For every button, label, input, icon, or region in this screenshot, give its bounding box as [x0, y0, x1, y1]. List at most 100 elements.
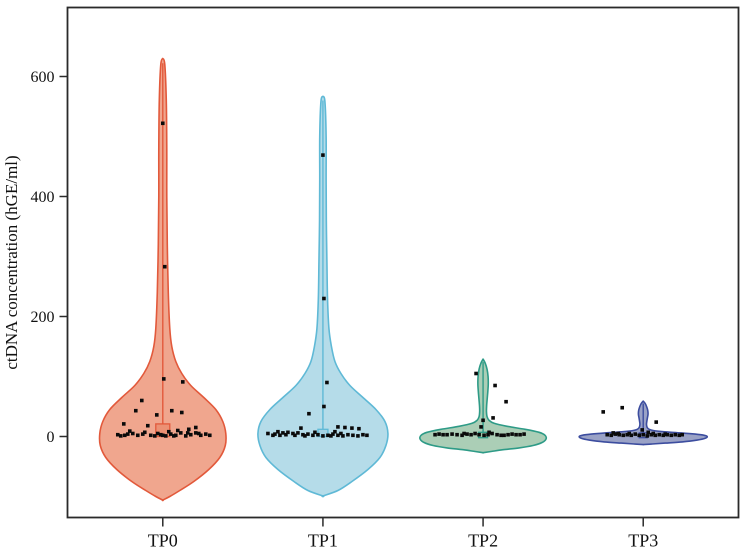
y-tick-label: 0 [47, 429, 55, 446]
scatter-point-tp0 [163, 434, 168, 438]
scatter-point-tp1 [307, 411, 311, 416]
scatter-point-tp0 [162, 264, 167, 269]
scatter-point-tp3 [653, 433, 658, 438]
scatter-point-tp0 [185, 431, 190, 435]
scatter-point-tp1 [281, 431, 285, 435]
scatter-point-tp1 [271, 433, 275, 438]
scatter-point-tp1 [356, 434, 360, 438]
scatter-point-tp1 [341, 434, 345, 438]
scatter-point-tp1 [339, 431, 343, 436]
scatter-point-tp0 [166, 429, 171, 434]
scatter-point-tp3 [640, 428, 645, 432]
scatter-point-tp3 [673, 432, 678, 437]
scatter-point-tp0 [168, 432, 173, 436]
scatter-point-tp2 [473, 431, 477, 436]
scatter-point-tp3 [620, 405, 625, 410]
scatter-point-tp0 [130, 431, 135, 436]
scatter-point-tp0 [198, 433, 203, 438]
scatter-point-tp0 [140, 432, 145, 436]
scatter-point-tp3 [646, 430, 651, 435]
scatter-point-tp0 [178, 431, 183, 435]
scatter-point-tp0 [180, 380, 185, 384]
scatter-point-tp2 [455, 432, 459, 437]
scatter-point-tp0 [160, 121, 165, 126]
scatter-point-tp0 [160, 433, 165, 438]
scatter-point-tp3 [625, 432, 630, 437]
scatter-point-tp1 [346, 432, 350, 437]
scatter-point-tp3 [651, 431, 656, 436]
scatter-point-tp2 [462, 431, 466, 436]
scatter-point-tp3 [649, 432, 654, 437]
scatter-point-tp1 [365, 433, 369, 438]
scatter-point-tp2 [502, 433, 506, 438]
scatter-point-tp2 [450, 432, 454, 436]
scatter-point-tp0 [158, 432, 163, 437]
scatter-point-tp2 [518, 432, 522, 437]
scatter-point-tp1 [343, 425, 347, 430]
scatter-point-tp1 [326, 433, 330, 438]
y-tick-label: 400 [31, 189, 55, 206]
scatter-point-tp0 [193, 425, 198, 430]
scatter-point-tp3 [633, 432, 638, 436]
y-tick-label: 600 [31, 69, 55, 86]
scatter-point-tp3 [645, 434, 650, 438]
scatter-point-tp0 [122, 433, 127, 438]
scatter-point-tp1 [296, 431, 300, 435]
scatter-point-tp1 [306, 432, 310, 436]
scatter-point-tp0 [139, 398, 144, 403]
scatter-point-tp0 [154, 413, 159, 417]
scatter-point-tp3 [629, 433, 634, 438]
scatter-point-tp0 [173, 433, 178, 438]
scatter-point-tp2 [482, 433, 486, 438]
scatter-point-tp1 [357, 426, 361, 431]
scatter-point-tp0 [175, 428, 180, 433]
scatter-point-tp0 [203, 432, 208, 436]
x-tick-label-tp3: TP3 [628, 531, 658, 551]
x-tick-label-tp0: TP0 [148, 531, 178, 551]
scatter-point-tp3 [680, 432, 685, 437]
x-tick-label-tp2: TP2 [468, 531, 498, 551]
scatter-point-tp2 [433, 432, 437, 437]
scatter-point-tp0 [169, 408, 174, 413]
scatter-point-tp0 [188, 432, 193, 437]
scatter-point-tp1 [301, 432, 305, 437]
x-tick-label-tp1: TP1 [308, 531, 338, 551]
scatter-point-tp0 [196, 431, 201, 436]
scatter-point-tp1 [291, 431, 295, 436]
scatter-point-tp3 [616, 431, 621, 436]
plot-frame [66, 6, 740, 519]
scatter-point-tp0 [171, 434, 176, 438]
scatter-point-tp1 [286, 430, 290, 435]
scatter-point-tp2 [495, 432, 499, 437]
scatter-point-tp3 [627, 431, 632, 436]
scatter-point-tp0 [133, 408, 138, 413]
scatter-point-tp0 [142, 430, 147, 435]
scatter-point-tp3 [669, 433, 674, 438]
scatter-point-tp2 [465, 432, 469, 436]
scatter-point-tp2 [481, 418, 485, 423]
scatter-point-tp1 [336, 425, 340, 429]
scatter-point-tp3 [665, 432, 670, 437]
scatter-point-tp1 [284, 432, 288, 437]
scatter-point-tp1 [350, 426, 354, 430]
scatter-point-tp2 [441, 432, 445, 437]
scatter-point-tp2 [460, 433, 464, 438]
scatter-point-tp2 [474, 371, 478, 376]
scatter-point-tp2 [490, 431, 494, 436]
scatter-point-tp0 [161, 377, 166, 381]
scatter-point-tp0 [115, 432, 120, 437]
scatter-point-tp1 [336, 433, 340, 438]
scatter-point-tp2 [491, 416, 495, 420]
scatter-point-tp3 [663, 432, 668, 436]
scatter-point-tp0 [152, 434, 157, 438]
scatter-point-tp2 [445, 432, 449, 437]
scatter-point-tp2 [504, 399, 508, 404]
scatter-point-tp0 [207, 433, 212, 438]
scatter-point-tp3 [611, 431, 616, 435]
scatter-point-tp3 [605, 432, 610, 437]
scatter-point-tp2 [499, 433, 503, 438]
scatter-point-tp2 [493, 383, 497, 388]
scatter-point-tp2 [437, 432, 441, 436]
scatter-point-tp1 [311, 433, 315, 438]
